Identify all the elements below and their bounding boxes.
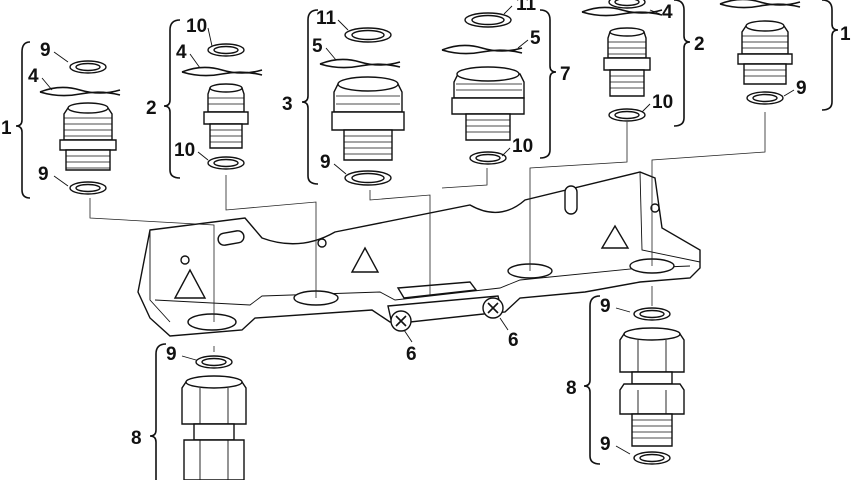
group-3 (301, 9, 405, 186)
leader-lines (89, 112, 766, 352)
label-g3-ring-bottom: 9 (320, 152, 331, 173)
group-1-left (15, 41, 121, 199)
label-g7-clip: 5 (530, 28, 541, 49)
label-group-1-right: 1 (840, 24, 851, 45)
label-g1-ring-bottom: 9 (38, 164, 49, 185)
label-union-right-ring-bottom: 9 (600, 434, 611, 455)
screw-right (482, 297, 504, 319)
label-g1-ring-top: 9 (40, 40, 51, 61)
label-union-left: 8 (131, 428, 142, 449)
label-screw-right: 6 (508, 330, 519, 351)
label-g3-clip: 5 (312, 36, 323, 57)
label-g2-ring-bottom: 10 (174, 140, 195, 161)
label-group-2-left: 2 (146, 98, 157, 119)
callout-labels: 1 9 4 9 2 10 4 10 3 11 5 9 7 11 5 10 2 4… (1, 0, 851, 455)
group-2-left (163, 19, 263, 179)
group-2-right (581, 0, 691, 127)
label-union-right: 8 (566, 378, 577, 399)
label-screw-left: 6 (406, 344, 417, 365)
label-g1-clip: 4 (28, 66, 39, 87)
label-g2-clip: 4 (176, 42, 187, 63)
union-8-right (583, 295, 685, 465)
label-group-3: 3 (282, 94, 293, 115)
label-g2r-clip: 4 (662, 2, 673, 23)
label-group-7: 7 (560, 64, 571, 85)
screw-left (390, 310, 412, 332)
group-7 (441, 9, 557, 165)
label-g7-ring-bottom: 10 (512, 136, 533, 157)
label-group-1-left: 1 (1, 118, 12, 139)
label-union-right-ring-top: 9 (600, 296, 611, 317)
label-union-left-ring: 9 (166, 344, 177, 365)
label-g3-ring-top: 11 (316, 8, 337, 29)
union-8-left (149, 343, 247, 480)
label-g2r-ring-bottom: 10 (652, 92, 673, 113)
label-group-2-right: 2 (694, 34, 705, 55)
pointer-ticks (41, 5, 795, 455)
mounting-bracket (137, 171, 701, 337)
label-g7-ring-top: 11 (516, 0, 537, 15)
group-1-right (719, 0, 839, 111)
label-g1r-ring-bottom: 9 (796, 78, 807, 99)
label-g2-ring-top: 10 (186, 16, 207, 37)
